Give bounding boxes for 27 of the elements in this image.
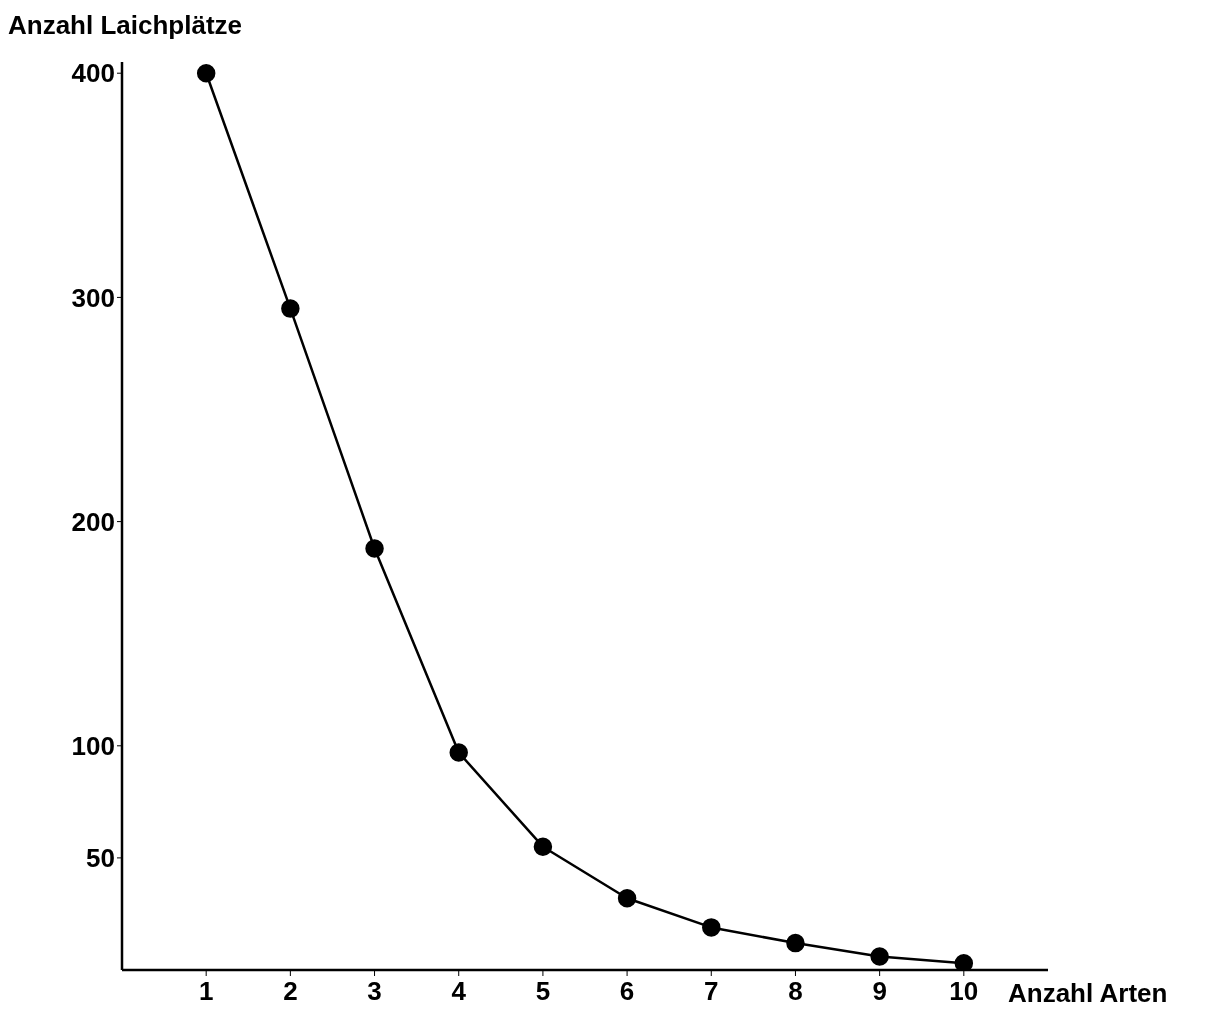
x-tick-label: 2 [283,976,298,1007]
y-tick-label: 400 [71,58,115,89]
x-tick-label: 1 [198,976,214,1007]
x-tick-label: 8 [788,976,803,1007]
x-axis-title: Anzahl Arten [1008,978,1168,1009]
point [533,837,553,856]
y-tick-label: 50 [86,843,115,874]
point [702,918,721,937]
x-tick-label: 5 [535,976,551,1007]
point [870,947,889,966]
x-tick-label: 7 [704,976,719,1007]
point [196,63,216,83]
y-tick-label: 200 [71,506,115,537]
point [365,539,384,558]
x-tick-label: 6 [619,976,635,1007]
y-axis-title: Anzahl Laichplätze [8,10,243,41]
point [281,299,300,318]
x-tick-label: 3 [367,976,382,1007]
y-tick-label: 100 [71,731,115,762]
x-tick-label: 9 [872,976,887,1007]
x-tick-label: 10 [949,976,979,1007]
point [449,743,468,762]
y-tick-label: 300 [71,282,115,313]
x-tick-label: 4 [451,976,467,1007]
point [786,933,805,953]
point [617,889,637,908]
point [954,954,974,970]
